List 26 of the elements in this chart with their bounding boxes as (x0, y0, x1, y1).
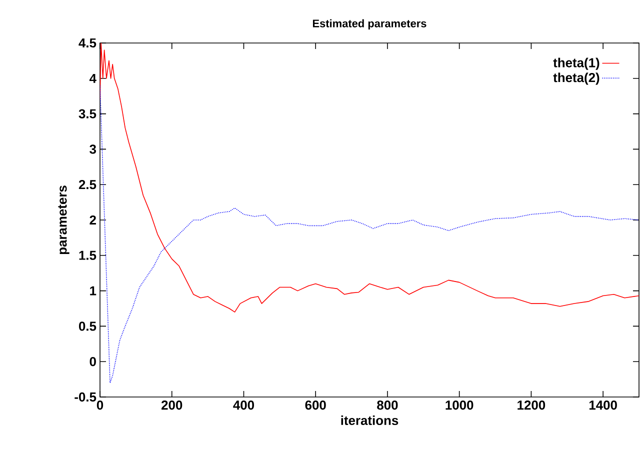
y-tick-label: 0 (90, 357, 96, 366)
x-tick-label: 1200 (518, 400, 546, 410)
x-tick-label: 0 (96, 400, 104, 410)
x-tick-label: 400 (233, 400, 254, 410)
y-tick-label: -0.5 (74, 392, 96, 402)
y-tick-label: 4 (89, 74, 96, 83)
x-tick-label: 600 (305, 400, 326, 410)
y-tick-label: 3.5 (78, 109, 96, 118)
chart-title: Estimated parameters (312, 19, 426, 30)
y-axis-title: parameters (58, 186, 70, 254)
line-series (100, 43, 640, 312)
line-series (100, 85, 640, 384)
y-tick-label: 2 (90, 215, 96, 225)
y-tick-label: 3 (90, 144, 96, 154)
x-tick-label: 800 (377, 400, 398, 410)
y-tick-label: 1.5 (79, 250, 96, 260)
legend-label: theta(1) (553, 58, 600, 70)
y-tick-label: 2.5 (78, 180, 96, 190)
y-tick-label: 1 (90, 286, 96, 296)
x-tick-label: 200 (162, 400, 182, 410)
x-tick-label: 1000 (446, 400, 474, 410)
x-axis-title: iterations (341, 416, 398, 426)
y-tick-label: 0.5 (78, 322, 96, 331)
y-tick-label: 4.5 (78, 38, 96, 48)
legend-label: theta(2) (553, 72, 600, 85)
x-tick-label: 1400 (589, 400, 617, 410)
